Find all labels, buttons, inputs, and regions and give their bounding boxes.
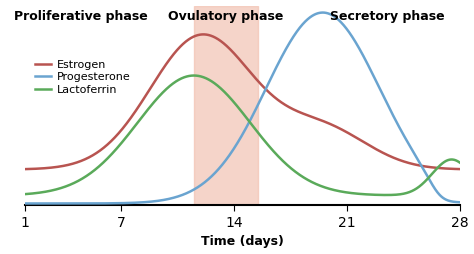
Text: Ovulatory phase: Ovulatory phase — [168, 10, 284, 23]
Legend: Estrogen, Progesterone, Lactoferrin: Estrogen, Progesterone, Lactoferrin — [30, 55, 135, 100]
Text: Secretory phase: Secretory phase — [330, 10, 445, 23]
X-axis label: Time (days): Time (days) — [201, 235, 283, 248]
Bar — [194, 6, 258, 205]
Text: Proliferative phase: Proliferative phase — [14, 10, 148, 23]
